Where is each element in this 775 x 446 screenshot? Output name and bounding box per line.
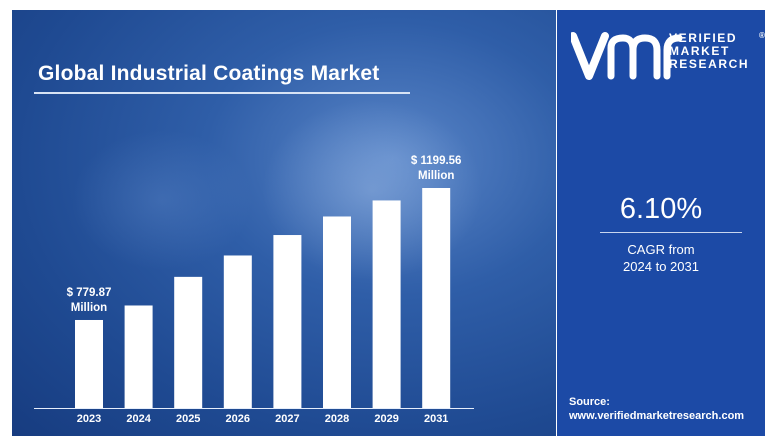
x-tick-label: 2026 [226, 413, 250, 425]
x-tick-label: 2025 [176, 413, 200, 425]
cagr-divider [600, 232, 742, 233]
cagr-label-line-2: 2024 to 2031 [623, 259, 699, 274]
source-label: Source: [569, 396, 610, 408]
title-underline [34, 92, 410, 94]
bar-2025 [174, 276, 203, 408]
brand-name: VERIFIED MARKET RESEARCH ® [669, 31, 765, 71]
x-tick-label: 2027 [275, 413, 299, 425]
cagr-label-line-1: CAGR from [627, 242, 695, 257]
chart-title: Global Industrial Coatings Market [38, 62, 380, 85]
bar-2029 [372, 200, 401, 408]
background-image-haze [72, 130, 252, 270]
x-tick-label: 2023 [77, 413, 101, 425]
bar-2027 [273, 235, 302, 408]
infographic-frame: Global Industrial Coatings Market 2023 20… [12, 10, 765, 436]
brand-line-3: RESEARCH [669, 57, 750, 71]
x-tick-label: 2029 [374, 413, 398, 425]
data-label-unit: Million [418, 170, 454, 182]
chart-panel: Global Industrial Coatings Market 2023 20… [12, 10, 556, 436]
data-label-value: $ 1199.56 [411, 155, 462, 167]
bar-2028 [323, 216, 351, 408]
brand-line-1: VERIFIED [669, 31, 738, 45]
x-tick-label: 2024 [126, 413, 151, 425]
source-url[interactable]: www.verifiedmarketresearch.com [569, 410, 745, 422]
data-label-value: $ 779.87 [67, 287, 112, 299]
bar-2031 [422, 188, 451, 408]
x-tick-label: 2031 [424, 413, 448, 425]
vmr-logo-icon [571, 32, 683, 80]
bar-2026 [223, 255, 252, 408]
brand-line-2: MARKET [669, 44, 730, 58]
registered-mark: ® [759, 31, 765, 40]
cagr-label: CAGR from 2024 to 2031 [557, 241, 765, 275]
bar-2024 [124, 305, 153, 408]
x-tick-label: 2028 [325, 413, 349, 425]
info-panel: VERIFIED MARKET RESEARCH ® 6.10% CAGR fr… [557, 10, 765, 436]
data-label-unit: Million [71, 302, 107, 314]
bar-chart: 2023 2024 2025 2026 2027 2028 2029 2031 $ 779.87… [34, 155, 474, 425]
bar-2023 [75, 319, 103, 408]
cagr-value: 6.10% [619, 193, 703, 225]
source-block: Source: www.verifiedmarketresearch.com [569, 395, 744, 423]
